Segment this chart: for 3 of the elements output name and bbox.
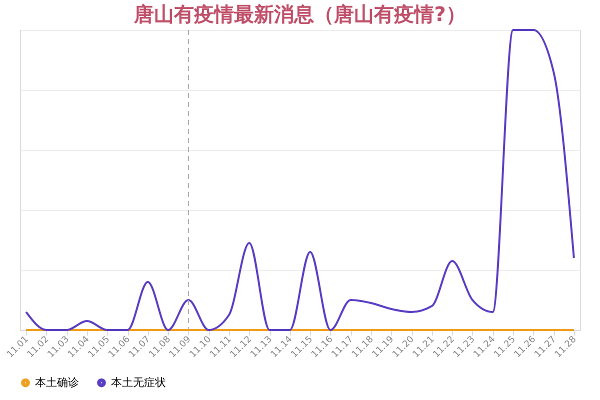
legend-label: 本土确诊 <box>35 376 79 389</box>
legend-label: 本土无症状 <box>111 376 166 389</box>
chart-title: 唐山有疫情最新消息（唐山有疫情?） <box>133 2 466 26</box>
